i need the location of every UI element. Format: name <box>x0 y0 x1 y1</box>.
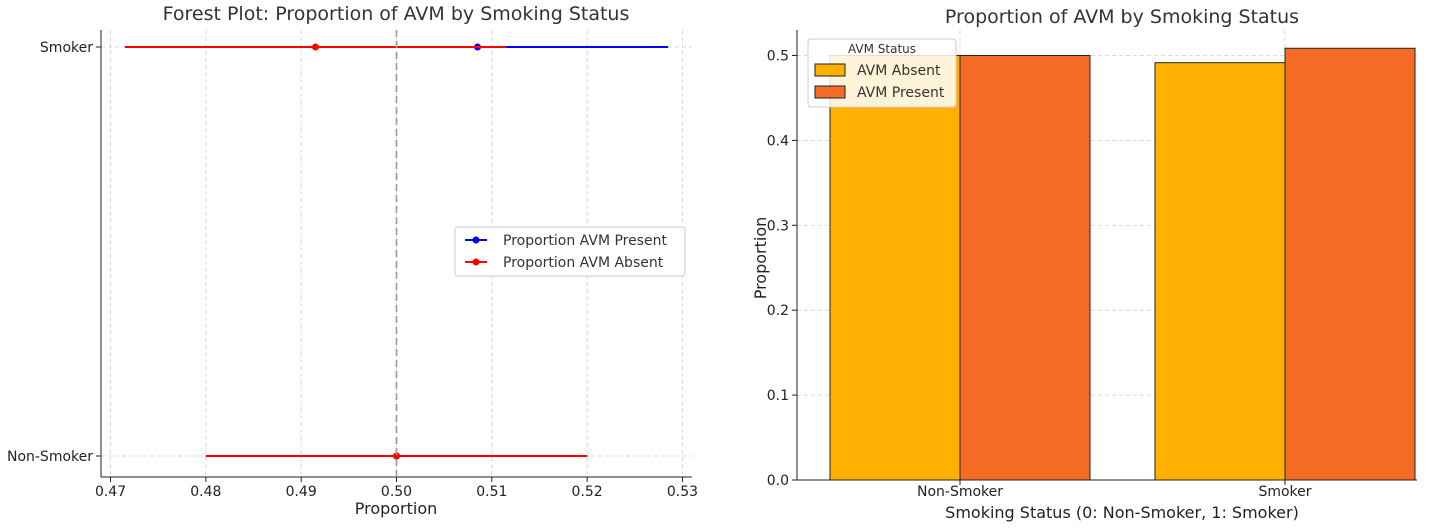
bar-legend-label-avm-absent: AVM Absent <box>857 63 941 79</box>
forest-legend-marker-proportion-avm-present <box>472 236 480 244</box>
bar-avm-present-smoker <box>1284 47 1416 481</box>
forest-x-tick-label: 0.51 <box>476 484 507 500</box>
bar-legend-title: AVM Status <box>848 42 916 56</box>
bar-marks <box>829 47 1416 481</box>
bar-y-tick-label: 0.4 <box>767 133 789 149</box>
forest-legend: Proportion AVM Present Proportion AVM Abs… <box>454 226 686 277</box>
forest-legend-label-proportion-avm-absent: Proportion AVM Absent <box>503 255 664 271</box>
bar-y-tick-label: 0.0 <box>767 473 789 489</box>
forest-legend-marker-proportion-avm-absent <box>472 258 480 266</box>
bar-legend-swatch-avm-absent <box>814 63 846 77</box>
forest-plot: Forest Plot: Proportion of AVM by Smokin… <box>7 3 698 518</box>
bar-legend-swatch-avm-present <box>814 85 846 99</box>
forest-x-ticks: 0.47 0.48 0.49 0.50 0.51 0.52 0.53 <box>95 477 698 500</box>
bar-y-tick-label: 0.1 <box>767 388 789 404</box>
bar-x-axis-label: Smoking Status (0: Non-Smoker, 1: Smoker… <box>945 503 1299 522</box>
forest-x-tick-label: 0.52 <box>572 484 603 500</box>
forest-x-axis-label: Proportion <box>355 499 438 518</box>
bar-x-tick-label: Smoker <box>1258 484 1311 500</box>
bar-y-tick-label: 0.3 <box>767 218 789 234</box>
bar-y-axis-label: Proportion <box>751 217 770 300</box>
forest-y-tick-label: Smoker <box>40 40 93 56</box>
forest-marks <box>124 30 669 477</box>
forest-x-tick-label: 0.53 <box>667 484 698 500</box>
bar-x-ticks: Non-Smoker Smoker <box>917 480 1312 500</box>
bar-x-tick-label: Non-Smoker <box>917 484 1003 500</box>
bar-y-ticks: 0.0 0.1 0.2 0.3 0.4 0.5 <box>767 48 797 489</box>
forest-legend-frame <box>454 226 686 277</box>
bar-avm-present-non-smoker <box>959 54 1091 481</box>
bar-title: Proportion of AVM by Smoking Status <box>945 6 1299 28</box>
forest-point-proportion-avm-absent-smoker <box>311 43 319 51</box>
forest-y-ticks: Non-Smoker Smoker <box>7 40 101 465</box>
bar-y-tick-label: 0.2 <box>767 303 789 319</box>
bar-avm-absent-non-smoker <box>829 54 961 481</box>
forest-title: Forest Plot: Proportion of AVM by Smokin… <box>163 3 630 25</box>
forest-x-tick-label: 0.47 <box>95 484 126 500</box>
forest-x-tick-label: 0.49 <box>286 484 317 500</box>
forest-x-tick-label: 0.48 <box>190 484 221 500</box>
bar-legend: AVM Status AVM Absent AVM Present <box>807 38 957 108</box>
bar-axes <box>796 30 1417 481</box>
forest-y-tick-label: Non-Smoker <box>7 449 93 465</box>
bar-legend-label-avm-present: AVM Present <box>857 85 945 101</box>
bar-chart: Proportion of AVM by Smoking Status 0.00… <box>751 6 1417 522</box>
forest-legend-label-proportion-avm-present: Proportion AVM Present <box>503 233 668 249</box>
bar-avm-absent-smoker <box>1154 62 1286 481</box>
bar-y-tick-label: 0.5 <box>767 48 789 64</box>
forest-x-tick-label: 0.50 <box>381 484 412 500</box>
forest-point-proportion-avm-absent-non-smoker <box>393 452 400 460</box>
